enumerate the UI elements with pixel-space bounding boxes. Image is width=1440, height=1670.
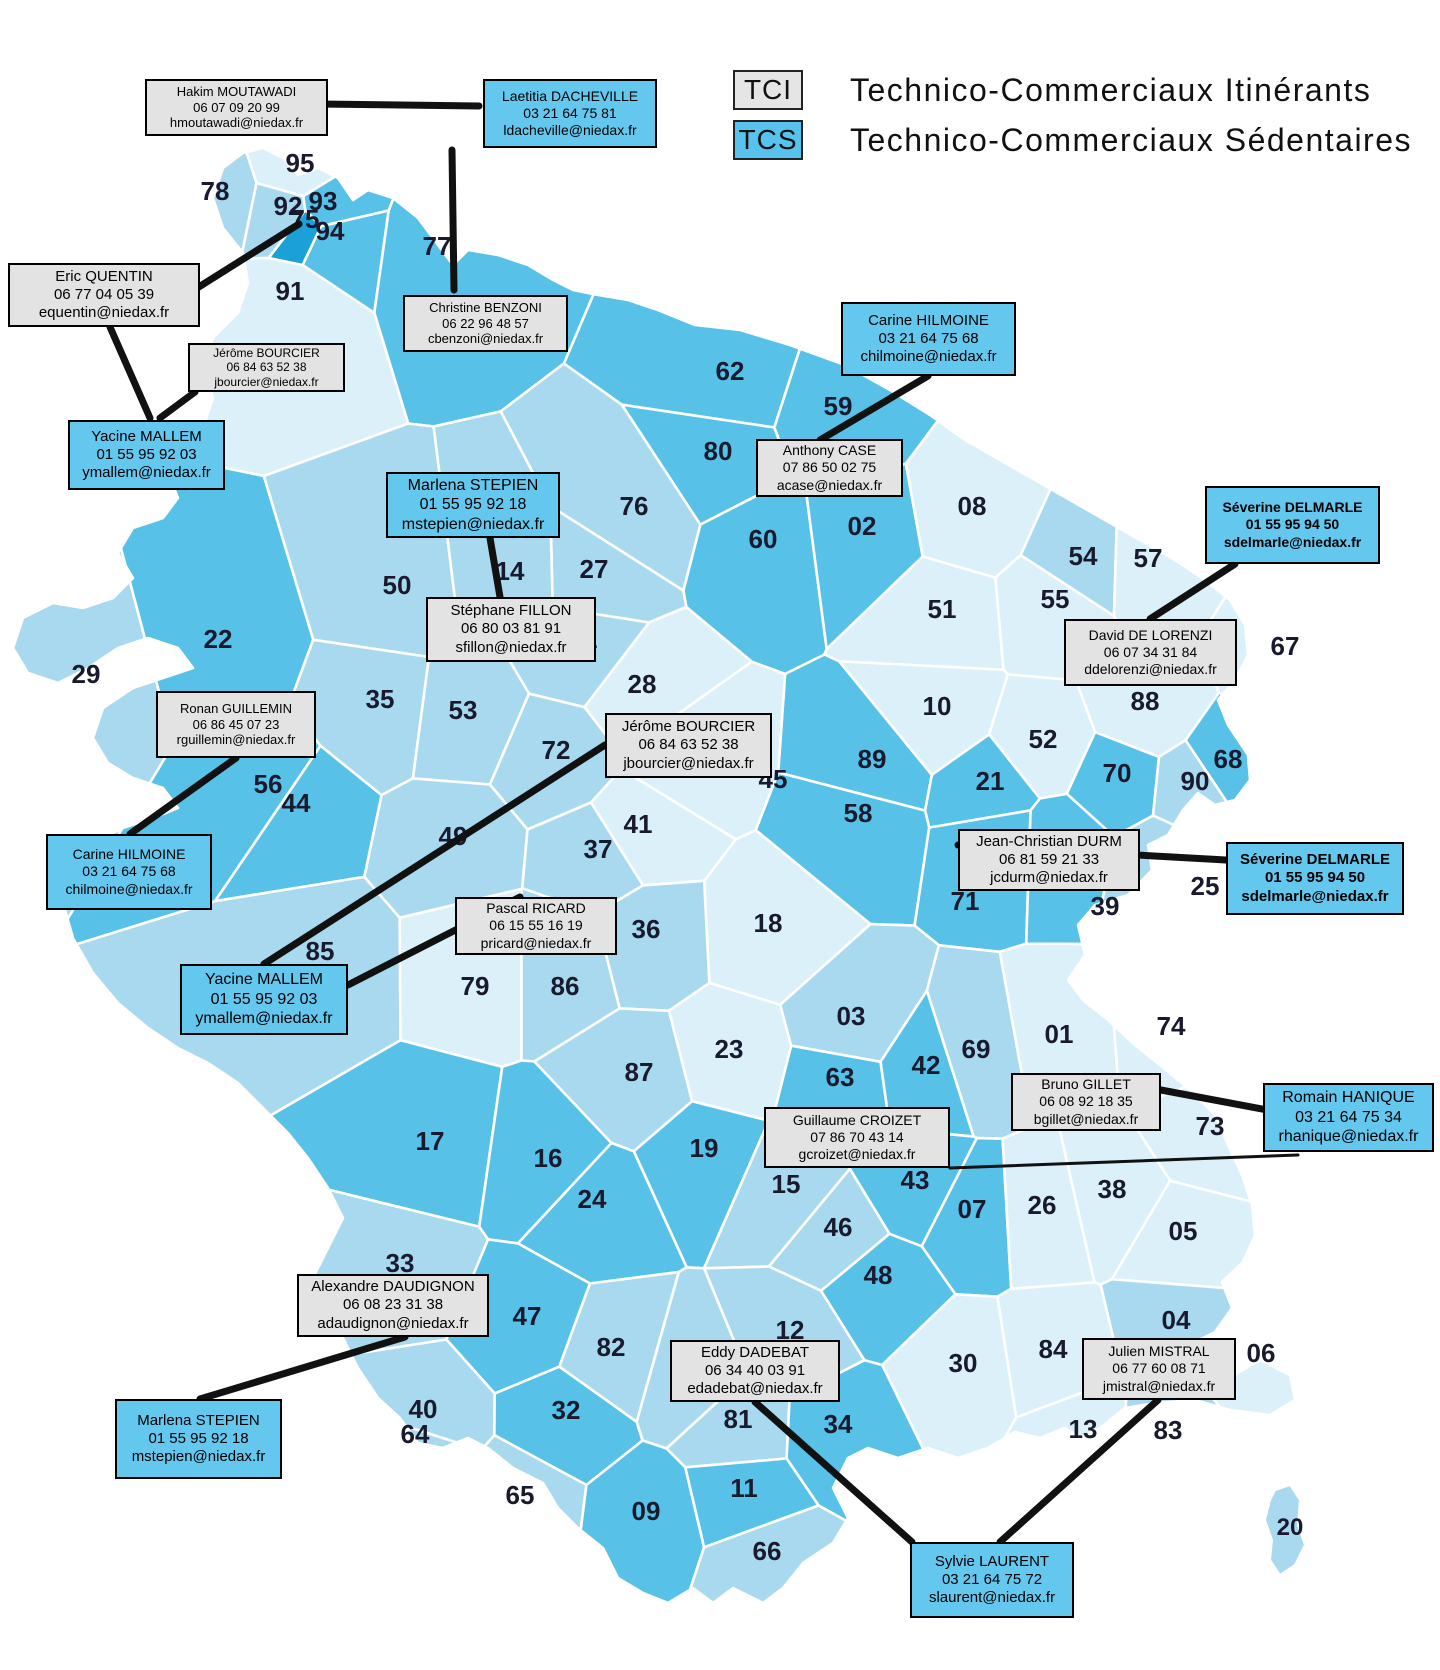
svg-text:74: 74 bbox=[1157, 1011, 1186, 1041]
svg-text:87: 87 bbox=[625, 1057, 654, 1087]
svg-text:58: 58 bbox=[844, 798, 873, 828]
svg-text:65: 65 bbox=[506, 1480, 535, 1510]
svg-text:25: 25 bbox=[1191, 871, 1220, 901]
svg-text:52: 52 bbox=[1029, 724, 1058, 754]
svg-text:43: 43 bbox=[901, 1165, 930, 1195]
svg-text:35: 35 bbox=[366, 684, 395, 714]
svg-text:36: 36 bbox=[632, 914, 661, 944]
svg-text:10: 10 bbox=[923, 691, 952, 721]
svg-text:30: 30 bbox=[949, 1348, 978, 1378]
svg-text:47: 47 bbox=[513, 1301, 542, 1331]
svg-text:92: 92 bbox=[274, 191, 303, 221]
svg-text:24: 24 bbox=[578, 1184, 607, 1214]
svg-text:86: 86 bbox=[551, 971, 580, 1001]
svg-text:48: 48 bbox=[864, 1260, 893, 1290]
svg-text:41: 41 bbox=[624, 809, 653, 839]
svg-text:89: 89 bbox=[858, 744, 887, 774]
svg-text:29: 29 bbox=[72, 659, 101, 689]
svg-text:13: 13 bbox=[1069, 1414, 1098, 1444]
svg-text:38: 38 bbox=[1098, 1174, 1127, 1204]
svg-text:11: 11 bbox=[730, 1473, 758, 1503]
svg-text:50: 50 bbox=[383, 570, 412, 600]
svg-text:66: 66 bbox=[753, 1536, 782, 1566]
svg-text:54: 54 bbox=[1069, 541, 1098, 571]
svg-text:90: 90 bbox=[1181, 766, 1210, 796]
svg-text:15: 15 bbox=[772, 1169, 801, 1199]
svg-text:76: 76 bbox=[620, 491, 649, 521]
svg-text:18: 18 bbox=[754, 908, 783, 938]
svg-text:53: 53 bbox=[449, 695, 478, 725]
svg-text:09: 09 bbox=[632, 1496, 661, 1526]
svg-text:06: 06 bbox=[1247, 1338, 1276, 1368]
svg-text:07: 07 bbox=[958, 1194, 987, 1224]
svg-text:37: 37 bbox=[584, 834, 613, 864]
svg-text:57: 57 bbox=[1134, 543, 1163, 573]
svg-text:21: 21 bbox=[976, 766, 1005, 796]
svg-text:42: 42 bbox=[912, 1050, 941, 1080]
svg-text:73: 73 bbox=[1196, 1111, 1225, 1141]
svg-text:88: 88 bbox=[1131, 686, 1160, 716]
svg-text:78: 78 bbox=[201, 176, 230, 206]
svg-text:63: 63 bbox=[826, 1062, 855, 1092]
svg-text:72: 72 bbox=[542, 735, 571, 765]
svg-text:46: 46 bbox=[824, 1212, 853, 1242]
svg-text:32: 32 bbox=[552, 1395, 581, 1425]
svg-text:62: 62 bbox=[716, 356, 745, 386]
svg-text:23: 23 bbox=[715, 1034, 744, 1064]
svg-text:08: 08 bbox=[958, 491, 987, 521]
svg-text:16: 16 bbox=[534, 1143, 563, 1173]
svg-text:77: 77 bbox=[423, 231, 452, 261]
svg-text:85: 85 bbox=[306, 936, 335, 966]
svg-text:83: 83 bbox=[1154, 1415, 1183, 1445]
svg-text:81: 81 bbox=[724, 1404, 753, 1434]
svg-text:22: 22 bbox=[204, 624, 233, 654]
svg-text:60: 60 bbox=[749, 524, 778, 554]
svg-text:70: 70 bbox=[1103, 758, 1132, 788]
svg-text:26: 26 bbox=[1028, 1190, 1057, 1220]
svg-text:67: 67 bbox=[1271, 631, 1300, 661]
svg-text:44: 44 bbox=[282, 788, 311, 818]
svg-text:04: 04 bbox=[1162, 1305, 1191, 1335]
svg-text:17: 17 bbox=[416, 1126, 445, 1156]
svg-text:79: 79 bbox=[461, 971, 490, 1001]
svg-text:95: 95 bbox=[286, 148, 315, 178]
svg-text:39: 39 bbox=[1091, 891, 1120, 921]
svg-text:59: 59 bbox=[824, 391, 853, 421]
svg-text:51: 51 bbox=[928, 594, 957, 624]
svg-text:19: 19 bbox=[690, 1133, 719, 1163]
svg-text:05: 05 bbox=[1169, 1216, 1198, 1246]
svg-text:02: 02 bbox=[848, 511, 877, 541]
svg-text:82: 82 bbox=[597, 1332, 626, 1362]
svg-text:28: 28 bbox=[628, 669, 657, 699]
svg-text:94: 94 bbox=[316, 216, 345, 246]
svg-text:68: 68 bbox=[1214, 744, 1243, 774]
svg-text:01: 01 bbox=[1045, 1019, 1074, 1049]
svg-text:91: 91 bbox=[276, 276, 305, 306]
svg-text:56: 56 bbox=[254, 769, 283, 799]
svg-text:27: 27 bbox=[580, 554, 609, 584]
svg-text:80: 80 bbox=[704, 436, 733, 466]
svg-text:84: 84 bbox=[1039, 1334, 1068, 1364]
svg-text:55: 55 bbox=[1041, 584, 1070, 614]
svg-text:34: 34 bbox=[824, 1409, 853, 1439]
svg-text:03: 03 bbox=[837, 1001, 866, 1031]
svg-text:69: 69 bbox=[962, 1034, 991, 1064]
svg-text:20: 20 bbox=[1277, 1514, 1304, 1541]
svg-text:64: 64 bbox=[401, 1419, 430, 1449]
